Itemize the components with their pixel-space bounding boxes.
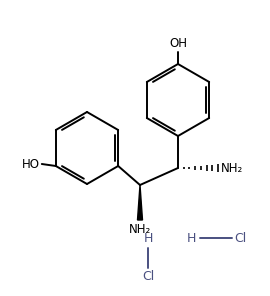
Text: H: H xyxy=(143,232,153,245)
Text: H: H xyxy=(187,231,196,244)
Text: Cl: Cl xyxy=(142,270,154,283)
Text: NH₂: NH₂ xyxy=(221,162,243,175)
Polygon shape xyxy=(137,185,143,220)
Text: OH: OH xyxy=(169,37,187,50)
Text: Cl: Cl xyxy=(234,231,246,244)
Text: HO: HO xyxy=(22,157,40,170)
Text: NH₂: NH₂ xyxy=(129,223,151,236)
